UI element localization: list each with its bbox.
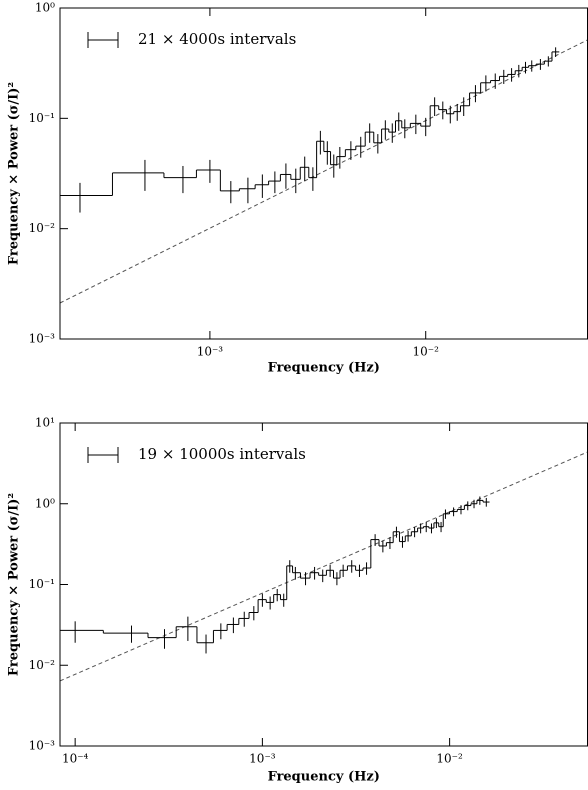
x-axis-label: Frequency (Hz): [268, 361, 380, 376]
y-axis-label: Frequency × Power (σ/I)²: [7, 493, 22, 676]
panel: 10⁻³ 10⁻² 10⁻¹ 10⁰ 10⁻³ 10⁻² 21 × 4000s interv…: [7, 1, 588, 376]
y-tick-label: 10⁰: [35, 496, 55, 510]
y-tick-label: 10⁻²: [29, 658, 56, 672]
plot-area: [60, 451, 588, 682]
x-tick-label: 10⁻³: [249, 752, 276, 766]
plot-area: [60, 39, 588, 304]
x-tick-label: 10⁻²: [436, 752, 463, 766]
y-tick-label: 10⁻¹: [29, 111, 55, 125]
y-tick-label: 10⁰: [35, 1, 55, 15]
y-tick-label: 10⁻³: [29, 332, 56, 346]
x-axis-label: Frequency (Hz): [268, 770, 380, 785]
y-tick-label: 10¹: [35, 416, 55, 430]
panel: 10⁻³ 10⁻² 10⁻¹ 10⁰ 10¹ 10⁻⁴ 10⁻³ 10⁻² 19 × 10000…: [7, 416, 588, 785]
x-tick-label: 10⁻²: [412, 345, 439, 359]
y-tick-label: 10⁻¹: [29, 577, 55, 591]
legend-label: 21 × 4000s intervals: [138, 30, 296, 48]
fit-line: [60, 39, 588, 304]
legend-label: 19 × 10000s intervals: [138, 445, 306, 463]
axes-frame: [59, 422, 588, 747]
y-tick-label: 10⁻²: [29, 221, 56, 235]
axes-frame: [59, 7, 588, 340]
x-tick-label: 10⁻³: [197, 345, 224, 359]
y-tick-label: 10⁻³: [29, 739, 56, 753]
y-axis-label: Frequency × Power (σ/I)²: [7, 82, 22, 265]
x-tick-label: 10⁻⁴: [62, 752, 89, 766]
fit-line: [60, 451, 588, 682]
